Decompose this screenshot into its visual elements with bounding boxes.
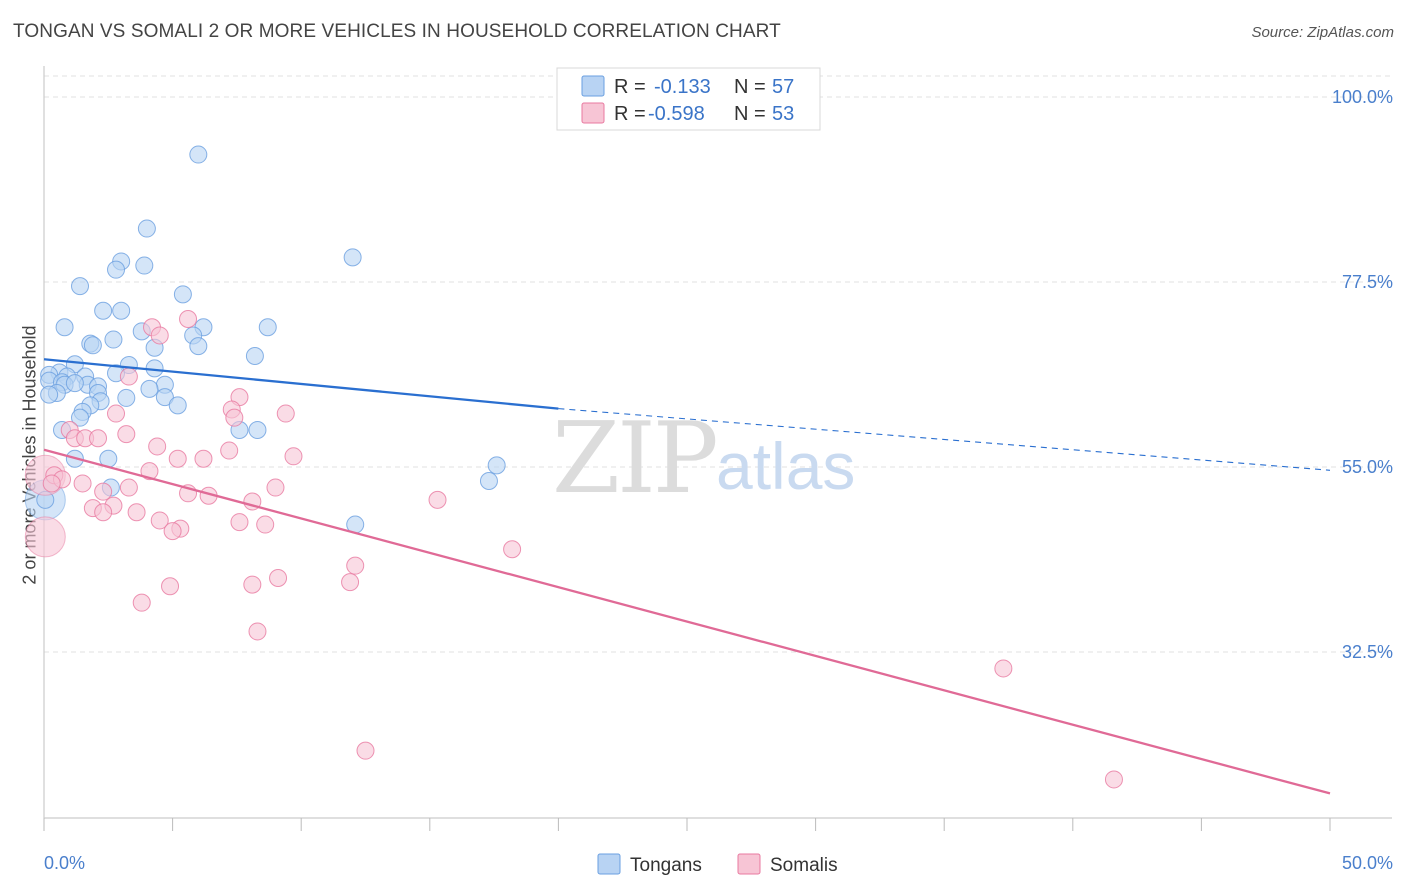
bottom-legend-swatch-tongans [597,853,621,875]
source-label: Source: ZipAtlas.com [1251,24,1394,41]
somalis-point [117,425,136,444]
bottom-legend-somalis: Somalis [770,855,838,876]
chart-title: TONGAN VS SOMALI 2 OR MORE VEHICLES IN H… [13,21,781,42]
somalis-point [269,569,288,587]
tongans-point [55,318,74,337]
watermark-atlas: atlas [716,429,855,503]
y-tick-label: 55.0% [1342,457,1393,477]
trend-line-somalis-solid [43,448,1331,795]
gridlines [44,75,1392,653]
tongans-point [487,456,506,475]
somalis-point [346,556,365,575]
somalis-point [150,511,169,530]
legend-r-label-somalis: R = [614,103,646,125]
somalis-point [230,513,249,532]
somalis-point [243,575,262,594]
axes [43,66,1392,831]
tongans-point [343,248,362,267]
x-tick-label-min: 0.0% [44,853,85,873]
somalis-point [161,577,180,596]
tongans-point [479,471,498,490]
tongans-point [71,277,90,296]
somalis-point [148,437,167,456]
tongans-point [245,347,264,365]
somalis-point [94,503,113,522]
bottom-legend-tongans: Tongans [630,855,702,876]
somalis-point [341,573,360,592]
somalis-point [179,310,198,328]
trend-lines [43,358,1331,795]
somalis-point [168,449,187,468]
somalis-point [132,593,151,612]
somalis-point [163,522,182,541]
axis-ticks: 100.0% 77.5% 55.0% 32.5% 0.0% 50.0% [44,87,1393,873]
somalis-point [256,515,275,534]
series-tongans [24,145,506,534]
tongans-point [40,385,59,404]
tongans-point [107,260,126,279]
somalis-point [284,447,303,466]
y-tick-label: 32.5% [1342,642,1393,662]
tongans-point [258,318,277,337]
somalis-point [503,540,522,559]
somalis-point-large [24,516,66,558]
somalis-point [994,659,1013,678]
somalis-point [42,474,61,493]
somalis-point [266,478,285,497]
tongans-point [94,301,113,320]
x-tick-label-max: 50.0% [1342,853,1393,873]
tongans-point [173,285,192,304]
tongans-point [71,408,90,427]
tongans-point [137,219,156,238]
somalis-point [428,490,447,509]
somalis-point [1104,770,1123,789]
somalis-point [73,474,92,493]
legend-n-label-somalis: N = [734,103,766,125]
tongans-point [189,337,208,356]
legend-swatch-tongans [581,75,605,97]
somalis-point [220,441,239,460]
bottom-legend-swatch-somalis [737,853,761,875]
tongans-point [104,330,123,349]
series-somalis [24,310,1123,789]
tongans-point [135,256,154,275]
watermark-zip: ZIP [552,402,716,516]
y-tick-label: 77.5% [1342,272,1393,292]
somalis-point [127,503,146,522]
somalis-point [356,741,375,760]
somalis-point [119,367,138,386]
tongans-point [248,421,267,439]
legend-swatch-somalis [581,102,605,124]
legend-r-value-somalis: -0.598 [648,103,705,125]
tongans-point [155,388,174,407]
somalis-point [94,482,113,501]
somalis-point [119,478,138,497]
legend-r-label-tongans: R = [614,76,646,98]
somalis-point [89,429,108,448]
somalis-point [150,326,169,345]
somalis-point [194,449,213,468]
bottom-legend: Tongans Somalis [597,853,838,876]
somalis-point [248,622,267,641]
legend-n-value-tongans: 57 [772,76,794,98]
legend: R = -0.133 N = 57 R = -0.598 N = 53 [556,67,821,131]
legend-n-label-tongans: N = [734,76,766,98]
tongans-point [65,374,84,393]
tongans-point [117,388,136,407]
y-tick-label: 100.0% [1332,87,1393,107]
somalis-point [107,404,126,423]
legend-n-value-somalis: 53 [772,103,794,125]
somalis-point [225,408,244,427]
trend-line-tongans-solid [43,358,559,410]
somalis-point [276,404,295,423]
tongans-point [83,336,102,355]
tongans-point [189,145,208,164]
legend-r-value-tongans: -0.133 [654,76,711,98]
somalis-point [140,462,159,481]
trend-line-tongans-dashed [558,408,1331,471]
tongans-point [112,301,131,320]
tongans-point [140,379,159,398]
tongans-point [168,396,187,415]
